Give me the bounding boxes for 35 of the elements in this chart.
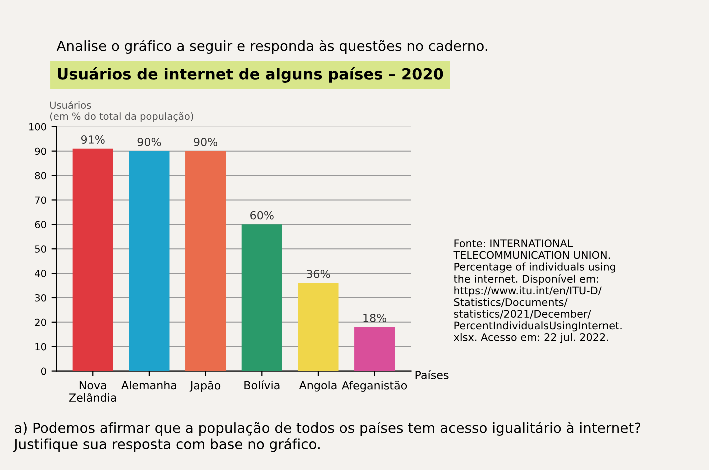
x-tick-label: Japão [190, 381, 221, 392]
text: a) Podemos afirmar que a população de todos os países tem acesso igualitário à internet? Justifique sua resposta com base no gráfico. [13, 422, 641, 452]
text: Analise o gráfico a seguir e responda às questões no caderno. [56, 40, 488, 54]
y-tick-label: 90 [35, 148, 46, 156]
data-label: 90% [194, 138, 218, 146]
y-tick-label: 50 [35, 246, 46, 253]
x-tick-label: Bolívia [244, 380, 280, 390]
x-tick-label: Afeganistão [342, 381, 408, 392]
bar [354, 327, 396, 372]
data-label: 60% [250, 211, 274, 220]
y-tick-label: 0 [41, 368, 46, 376]
bar [298, 283, 339, 372]
y-tick-label: 10 [36, 343, 46, 351]
x-tick-label: Angola [299, 381, 337, 392]
y-axis-title: Usuários (em % do total da população) [50, 101, 194, 122]
x-tick-label: Nova Zelândia [69, 381, 116, 402]
data-label: 18% [364, 314, 387, 322]
x-tick-label: Alemanha [122, 381, 176, 390]
y-tick-label: 80 [35, 172, 46, 180]
data-label: 90% [138, 138, 162, 146]
y-tick-label: 40 [35, 270, 46, 278]
y-tick-label: 30 [35, 294, 46, 302]
y-tick-label: 100 [30, 123, 46, 131]
text: Fonte: INTERNATIONAL TELECOMMUNICATION UNION. Percentage of individuals using the internet. Disponível em: https://www.itu.int/en/ITU-D/ Statistics/Documents/ statistics/2021/December/ PercentIndividualsUsingInternet. xlsx. Acesso em: 22 jul. 2022. [454, 240, 622, 344]
x-axis-title: Países [416, 370, 449, 380]
y-tick-label: 60 [35, 221, 46, 228]
y-tick-label: 20 [35, 318, 46, 326]
y-tick-label: 70 [35, 196, 46, 204]
data-label: 36% [306, 270, 330, 278]
data-label: 91% [81, 136, 105, 144]
bar [242, 224, 282, 372]
chart-title: Usuários de internet de alguns países – 2020 [58, 67, 444, 83]
bar [72, 148, 114, 372]
bar [129, 151, 170, 372]
bar [186, 151, 226, 372]
